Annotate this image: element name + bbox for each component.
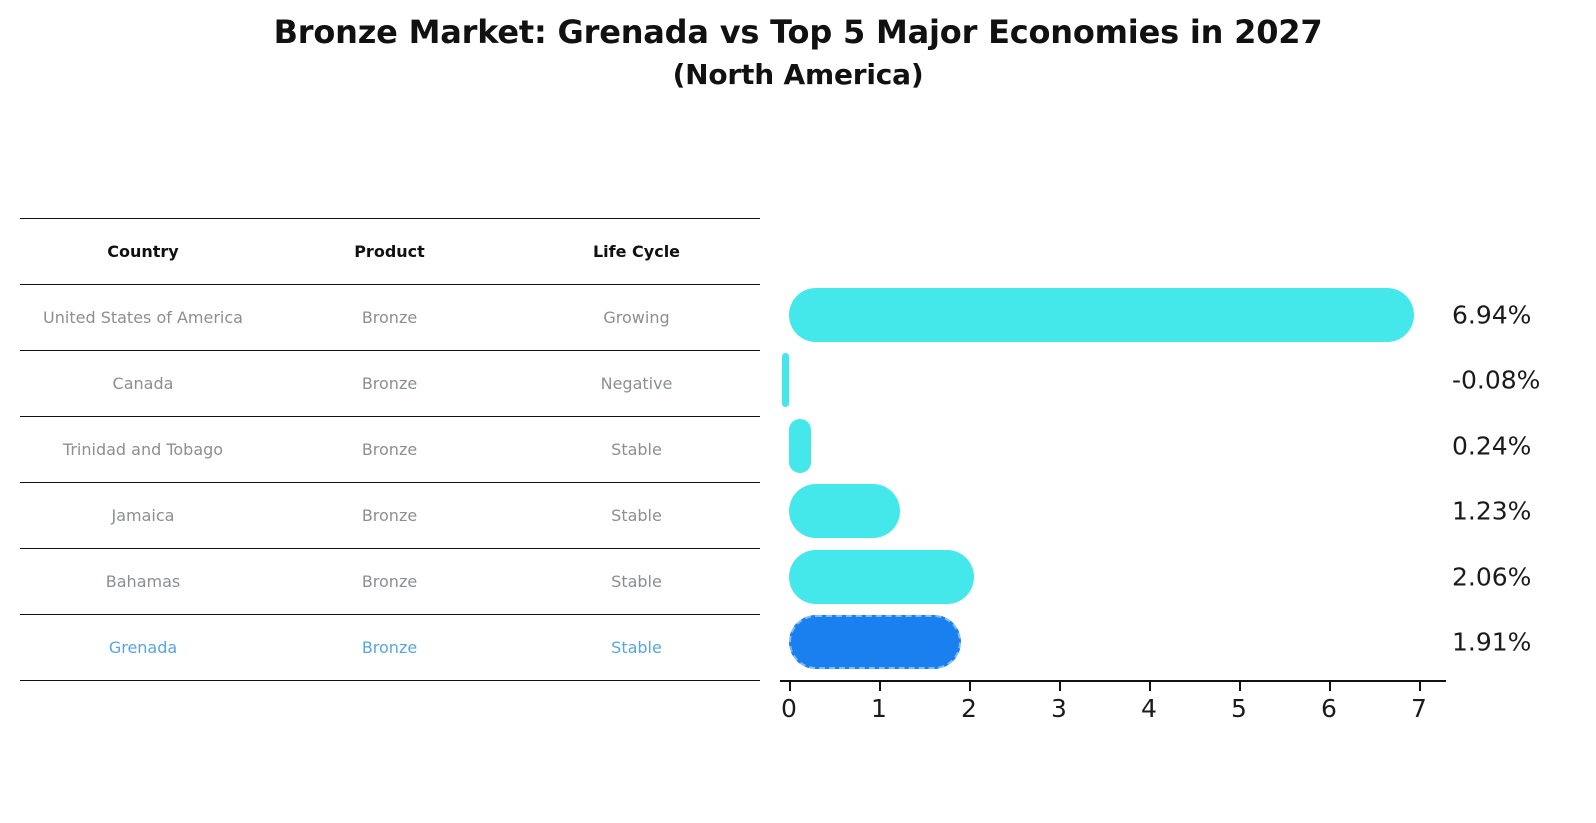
table-row: Jamaica Bronze Stable — [20, 482, 760, 549]
x-axis-tick-label: 3 — [1051, 694, 1067, 723]
x-axis-tick — [1419, 682, 1421, 691]
x-axis-tick — [789, 682, 791, 691]
table-cell-life-cycle: Stable — [513, 548, 760, 615]
column-header-life-cycle: Life Cycle — [513, 218, 760, 285]
x-axis-tick — [879, 682, 881, 691]
bar-value-label: 1.23% — [1452, 496, 1532, 526]
x-axis-tick-label: 1 — [871, 694, 887, 723]
bar-row: 6.94% — [780, 282, 1531, 348]
bar-value-label: 6.94% — [1452, 300, 1532, 330]
table-row: Trinidad and Tobago Bronze Stable — [20, 416, 760, 483]
x-axis-tick-label: 2 — [961, 694, 977, 723]
table-header-row: Country Product Life Cycle — [20, 218, 760, 285]
x-axis-tick-label: 7 — [1411, 694, 1427, 723]
x-axis-line — [780, 680, 1446, 683]
page-subtitle: (North America) — [672, 57, 924, 91]
bar-value-label: 2.06% — [1452, 562, 1532, 592]
bar-row: -0.08% — [780, 348, 1540, 414]
x-axis-tick — [969, 682, 971, 691]
country-product-table: Country Product Life Cycle United States… — [20, 218, 760, 681]
bar-row: 0.24% — [780, 413, 1531, 479]
x-axis-tick-label: 4 — [1141, 694, 1157, 723]
table-cell-life-cycle: Stable — [513, 482, 760, 549]
table-row: United States of America Bronze Growing — [20, 284, 760, 351]
bar-value-label: -0.08% — [1452, 365, 1541, 395]
plot-area: 6.94% -0.08% 0.24% 1.23% 2.06% 1.91% — [780, 282, 1540, 680]
table-cell-life-cycle: Negative — [513, 350, 760, 417]
table-body: United States of America Bronze Growing Can… — [20, 284, 760, 681]
table-cell-life-cycle: Growing — [513, 284, 760, 351]
bar-value-label: 1.91% — [1452, 627, 1532, 657]
x-axis-tick — [1329, 682, 1331, 691]
table-cell-country: Jamaica — [20, 482, 266, 549]
table-cell-life-cycle[interactable]: Stable — [513, 614, 760, 681]
table-cell-country: United States of America — [20, 284, 266, 351]
table-row: Grenada Bronze Stable — [20, 614, 760, 681]
x-axis-tick-label: 6 — [1321, 694, 1337, 723]
table-cell-product: Bronze — [266, 548, 513, 615]
title-block: Bronze Market: Grenada vs Top 5 Major Ec… — [0, 12, 1596, 93]
table-cell-country: Trinidad and Tobago — [20, 416, 266, 483]
bar-value-label: 0.24% — [1452, 431, 1532, 461]
info-table-panel: Country Product Life Cycle United States… — [20, 218, 760, 681]
table-cell-product: Bronze — [266, 482, 513, 549]
x-axis-tick — [1239, 682, 1241, 691]
x-axis-tick — [1149, 682, 1151, 691]
table-row: Canada Bronze Negative — [20, 350, 760, 417]
x-axis-tick-label: 5 — [1231, 694, 1247, 723]
page-title: Bronze Market: Grenada vs Top 5 Major Ec… — [273, 13, 1323, 51]
bar[interactable] — [789, 484, 900, 539]
bar-row: 1.23% — [780, 479, 1531, 545]
table-cell-product: Bronze — [266, 284, 513, 351]
bar[interactable] — [789, 418, 811, 473]
bar[interactable] — [781, 353, 789, 408]
bar[interactable] — [789, 287, 1414, 342]
table-cell-country[interactable]: Grenada — [20, 614, 266, 681]
table-cell-country: Bahamas — [20, 548, 266, 615]
bar-row: 2.06% — [780, 544, 1531, 610]
table-cell-product: Bronze — [266, 416, 513, 483]
table-cell-product[interactable]: Bronze — [266, 614, 513, 681]
table-row: Bahamas Bronze Stable — [20, 548, 760, 615]
x-axis-tick — [1059, 682, 1061, 691]
table-cell-country: Canada — [20, 350, 266, 417]
bar-row: 1.91% — [780, 610, 1531, 676]
x-axis-tick-label: 0 — [781, 694, 797, 723]
bar-highlight[interactable] — [789, 615, 961, 670]
table-cell-product: Bronze — [266, 350, 513, 417]
table-cell-life-cycle: Stable — [513, 416, 760, 483]
bar[interactable] — [789, 549, 975, 604]
column-header-country: Country — [20, 218, 266, 285]
column-header-product: Product — [266, 218, 513, 285]
